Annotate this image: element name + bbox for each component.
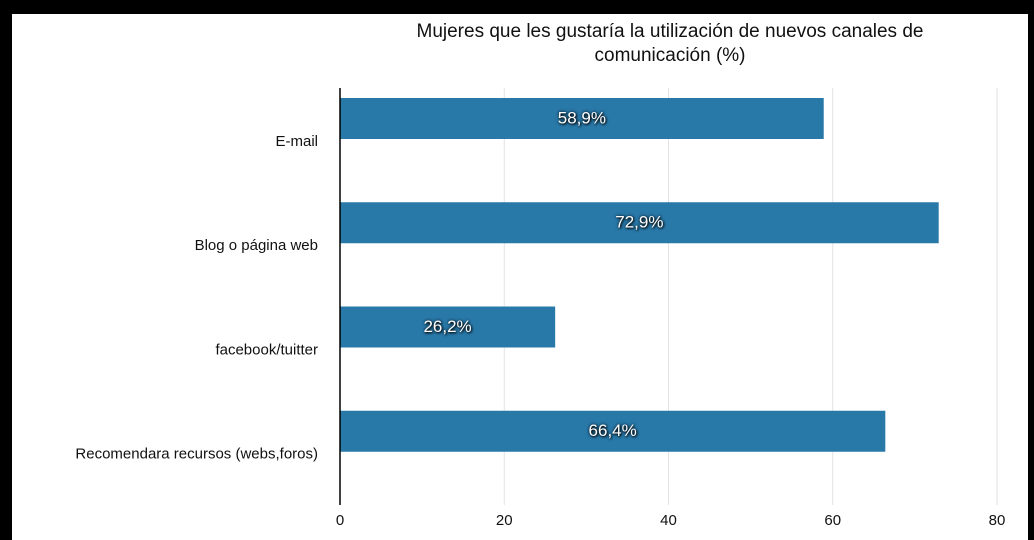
- x-tick-label: 20: [496, 512, 513, 529]
- x-tick-label: 0: [336, 512, 344, 529]
- value-label: 26,2%: [423, 317, 471, 336]
- x-tick-label: 40: [660, 512, 677, 529]
- y-tick-label: E-mail: [275, 133, 318, 150]
- value-label: 72,9%: [615, 213, 663, 232]
- x-tick-label: 80: [989, 512, 1006, 529]
- y-tick-label: facebook/tuitter: [215, 341, 318, 358]
- chart-title: Mujeres que les gustaría la utilización …: [416, 21, 924, 66]
- bar: [340, 306, 556, 348]
- y-tick-label: Blog o página web: [195, 237, 318, 254]
- value-label: 58,9%: [558, 108, 606, 127]
- y-tick-label: Recomendara recursos (webs,foros): [75, 446, 318, 463]
- bar: [340, 410, 886, 452]
- x-tick-label: 60: [824, 512, 841, 529]
- value-label: 66,4%: [589, 421, 637, 440]
- bar: [340, 98, 824, 139]
- bar: [340, 202, 939, 244]
